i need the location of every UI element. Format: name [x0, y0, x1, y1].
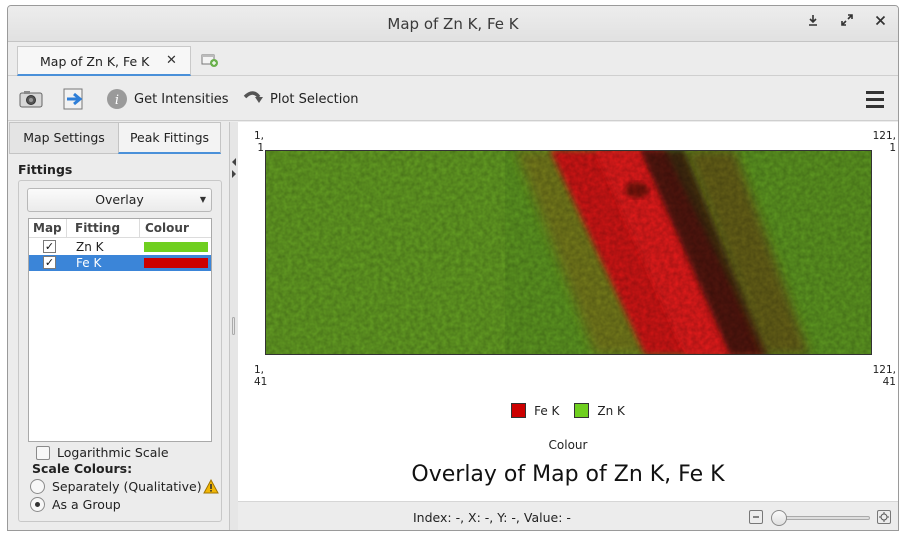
curved-arrow-icon	[243, 91, 263, 103]
screenshot-button[interactable]	[19, 87, 43, 111]
warning-icon	[202, 479, 219, 494]
legend-swatch-fe-k	[511, 403, 527, 418]
splitter-grip	[232, 317, 235, 335]
corner-label-top-right: 121, 1	[872, 130, 896, 154]
corner-label-bottom-left: 1, 41	[254, 364, 267, 388]
scale-colours-heading: Scale Colours:	[32, 461, 133, 476]
map-panel: 1, 1 121, 1 1, 41 121, 41	[238, 122, 898, 501]
zoom-out-icon[interactable]	[749, 510, 763, 524]
tab-peak-fittings[interactable]: Peak Fittings	[118, 122, 221, 154]
column-header-map: Map	[33, 221, 62, 235]
new-tab-icon[interactable]	[201, 53, 219, 67]
plot-selection-label: Plot Selection	[270, 91, 359, 107]
corner-label-line: 1	[257, 142, 265, 154]
menu-button[interactable]	[865, 87, 885, 111]
column-divider	[139, 219, 140, 238]
radio-button	[30, 479, 45, 494]
svg-text:i: i	[115, 93, 119, 108]
expand-icon[interactable]	[838, 14, 856, 32]
scale-as-group-label: As a Group	[52, 497, 121, 512]
fitting-row-zn-k[interactable]: ✓ Zn K	[29, 239, 211, 255]
checkbox-box	[36, 445, 50, 460]
corner-label-line: 121,	[872, 364, 896, 376]
logarithmic-scale-label: Logarithmic Scale	[57, 445, 169, 460]
title-bar: Map of Zn K, Fe K	[8, 6, 898, 42]
camera-icon	[19, 91, 43, 108]
fitting-row-fe-k[interactable]: ✓ Fe K	[29, 255, 211, 271]
logarithmic-scale-checkbox[interactable]: Logarithmic Scale	[36, 445, 169, 460]
corner-label-line: 41	[882, 376, 896, 388]
document-tab-label: Map of Zn K, Fe K	[40, 54, 150, 69]
fitting-name: Fe K	[76, 256, 102, 270]
export-button[interactable]	[63, 87, 87, 111]
hamburger-menu-icon	[866, 91, 884, 108]
fittings-table: Map Fitting Colour ✓ Zn K ✓ Fe K	[28, 218, 212, 442]
panel-splitter[interactable]	[230, 122, 238, 530]
zoom-in-icon[interactable]	[877, 510, 891, 524]
colour-axis-label: Colour	[548, 438, 588, 452]
cursor-readout: Index: -, X: -, Y: -, Value: -	[413, 510, 571, 525]
overlay-map-image[interactable]	[265, 150, 872, 355]
fitting-checkbox-zn-k[interactable]: ✓	[43, 240, 56, 253]
corner-label-line: 1,	[254, 364, 265, 376]
tab-close-icon[interactable]: ✕	[166, 53, 177, 68]
zoom-slider-track[interactable]	[778, 516, 870, 520]
info-icon: i	[107, 89, 127, 109]
document-tab[interactable]: Map of Zn K, Fe K ✕	[17, 46, 191, 76]
status-bar: Index: -, X: -, Y: -, Value: -	[238, 501, 898, 530]
fitting-colour-swatch[interactable]	[144, 258, 208, 268]
document-tab-bar: Map of Zn K, Fe K ✕	[8, 42, 898, 76]
radio-button-selected	[30, 497, 45, 512]
download-icon[interactable]	[804, 14, 822, 32]
corner-label-line: 121,	[872, 130, 896, 142]
dropdown-arrow-icon: ▼	[199, 195, 206, 204]
fittings-group: Overlay ▼ Map Fitting Colour ✓ Zn K ✓	[18, 180, 222, 522]
export-arrow-icon	[63, 88, 83, 110]
overlay-mode-dropdown[interactable]: Overlay ▼	[27, 188, 212, 212]
app-window: Map of Zn K, Fe K Map of Zn K, Fe K ✕	[7, 5, 899, 531]
window-title: Map of Zn K, Fe K	[387, 15, 519, 33]
scale-separately-radio[interactable]: Separately (Qualitative)	[30, 479, 219, 494]
column-header-colour: Colour	[145, 221, 189, 235]
fittings-table-header: Map Fitting Colour	[29, 219, 211, 238]
fitting-colour-swatch[interactable]	[144, 242, 208, 252]
plot-title: Overlay of Map of Zn K, Fe K	[411, 462, 725, 487]
fitting-checkbox-fe-k[interactable]: ✓	[43, 256, 56, 269]
scale-as-group-radio[interactable]: As a Group	[30, 497, 121, 512]
legend-label: Zn K	[597, 403, 625, 418]
get-intensities-label: Get Intensities	[134, 91, 229, 107]
corner-label-line: 1,	[254, 130, 265, 142]
get-intensities-button[interactable]: i Get Intensities	[106, 87, 229, 111]
plot-selection-button[interactable]: Plot Selection	[242, 87, 359, 111]
corner-label-bottom-right: 121, 41	[872, 364, 896, 388]
zoom-slider-thumb[interactable]	[771, 510, 787, 526]
corner-label-line: 41	[254, 376, 268, 388]
corner-label-line: 1	[889, 142, 896, 154]
column-header-fitting: Fitting	[75, 221, 121, 235]
legend-swatch-zn-k	[574, 403, 590, 418]
corner-label-top-left: 1, 1	[254, 130, 264, 154]
fittings-heading: Fittings	[18, 162, 73, 177]
toolbar: i Get Intensities Plot Selection	[8, 77, 898, 121]
close-icon[interactable]	[871, 14, 889, 32]
scale-separately-label: Separately (Qualitative)	[52, 479, 202, 494]
fitting-name: Zn K	[76, 240, 104, 254]
collapse-arrows-icon	[232, 158, 236, 178]
legend-label: Fe K	[534, 403, 560, 418]
left-panel: Map Settings Peak Fittings Fittings Over…	[8, 122, 230, 530]
tab-map-settings[interactable]: Map Settings	[9, 122, 119, 154]
overlay-mode-value: Overlay	[95, 192, 144, 207]
column-divider	[66, 219, 67, 238]
map-legend: Fe K Zn K	[238, 403, 898, 418]
